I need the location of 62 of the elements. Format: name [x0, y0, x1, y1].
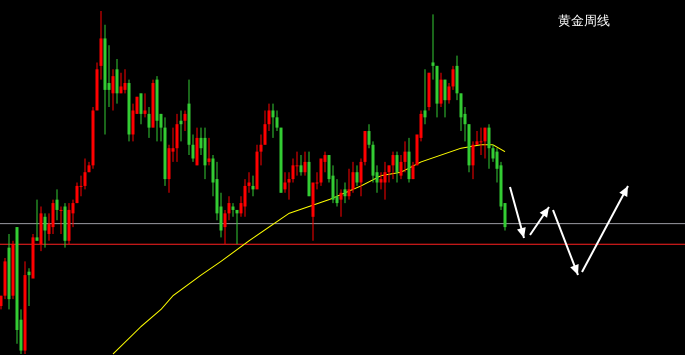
- candlestick: [296, 151, 298, 176]
- candlestick: [404, 140, 406, 173]
- candlestick: [412, 161, 414, 180]
- candlestick: [124, 68, 126, 94]
- candlestick: [340, 188, 342, 218]
- candlestick: [288, 172, 290, 200]
- candlestick: [480, 127, 482, 156]
- candlestick: [392, 151, 394, 180]
- candlestick: [292, 158, 294, 183]
- candlestick: [224, 209, 226, 245]
- candlestick: [0, 295, 2, 310]
- candlestick: [84, 158, 86, 190]
- candlestick: [400, 154, 402, 180]
- text: 黄金周线: [558, 14, 610, 29]
- candlestick: [472, 140, 474, 180]
- candlestick: [448, 82, 450, 104]
- candlestick: [248, 172, 250, 194]
- candlestick: [304, 151, 306, 176]
- candlestick: [276, 110, 278, 132]
- candlestick: [348, 168, 350, 200]
- candlestick: [264, 110, 266, 146]
- candlestick: [44, 212, 46, 248]
- candlestick: [260, 134, 262, 166]
- candlestick: [236, 209, 238, 245]
- candlestick: [60, 206, 62, 234]
- candlestick: [368, 124, 370, 149]
- candlestick: [344, 182, 346, 204]
- candlestick: [484, 127, 486, 159]
- candlestick: [208, 137, 210, 166]
- candlestick: [352, 161, 354, 194]
- candlestick: [76, 182, 78, 204]
- candlestick: [388, 164, 390, 183]
- candlestick: [120, 72, 122, 94]
- candlestick: [444, 79, 446, 118]
- candlestick: [384, 161, 386, 200]
- candlestick: [452, 65, 454, 90]
- candlestick: [336, 178, 338, 208]
- candlestick: [284, 172, 286, 194]
- candlestick: [140, 92, 142, 125]
- candlestick: [300, 154, 302, 176]
- candlestick: [380, 172, 382, 190]
- candlestick: [396, 151, 398, 183]
- candlestick: [244, 178, 246, 218]
- candlestick: [148, 106, 150, 138]
- candlestick: [192, 134, 194, 162]
- candlestick: [28, 268, 30, 306]
- candlestick: [360, 158, 362, 197]
- candlestick: [112, 68, 114, 111]
- candlestick: [228, 196, 230, 221]
- candlestick: [424, 68, 426, 125]
- candlestick: [268, 103, 270, 132]
- candlestick: [56, 188, 58, 221]
- candlestick: [252, 175, 254, 197]
- candlestick: [232, 202, 234, 218]
- candlestick: [432, 14, 434, 80]
- candlestick: [272, 103, 274, 138]
- candlestick: [36, 199, 38, 242]
- candlestick: [144, 92, 146, 118]
- candlestick: [184, 110, 186, 132]
- candlestick: [488, 124, 490, 170]
- candlestick: [356, 164, 358, 186]
- candlestick: [476, 130, 478, 146]
